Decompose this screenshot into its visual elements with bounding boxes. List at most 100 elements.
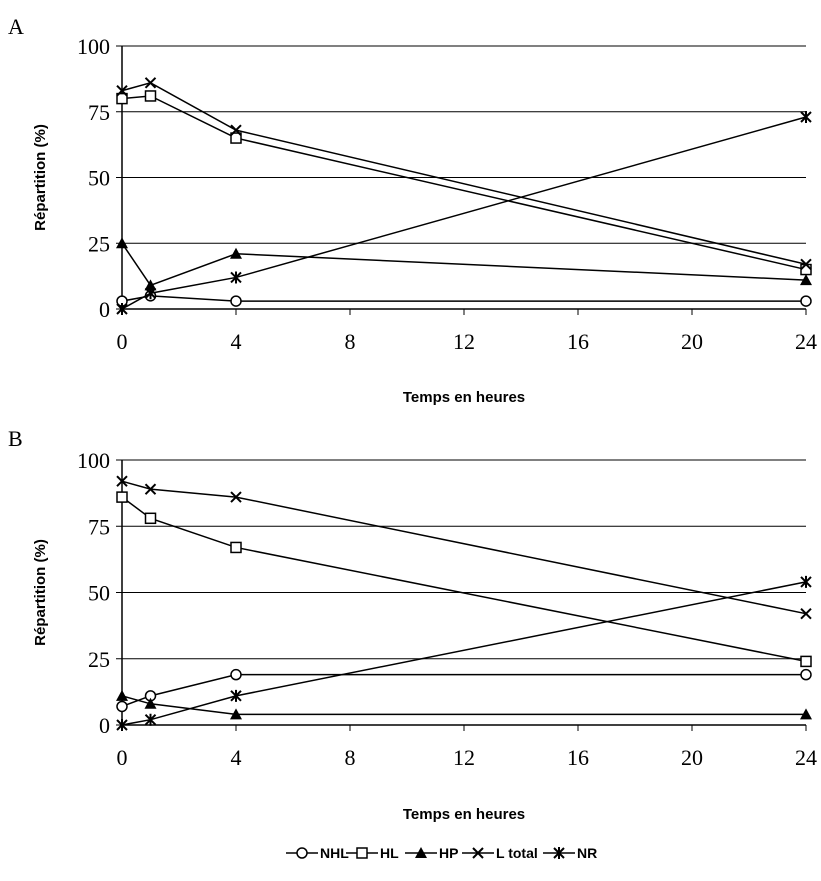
legend-marker-shape [296,847,308,859]
panel-a-x-tick-label: 24 [795,329,817,354]
panel-a-series-l-total-point-shape [800,258,812,270]
panel-a-series-hl-point [144,90,157,102]
legend-label: NR [577,845,597,861]
panel-a-series-nr-point-shape [116,303,128,315]
panel-a-series-hp-line [121,242,807,287]
panel-b-x-tick-label: 16 [567,745,589,770]
panel-a-y-tick-label: 50 [88,166,110,191]
panel-b-series-nhl-point [116,700,128,713]
panel-a-x-tick-label: 8 [345,329,356,354]
panel-a-series-l-total [116,77,812,270]
panel-b-y-tick-label: 50 [88,581,110,606]
legend-item-hp: HP [405,845,458,861]
panel-a-series-nhl-point-shape [800,295,812,307]
legend-marker [296,847,308,859]
panel-b-series-hp-line [121,695,806,716]
panel-b-x-axis-title: Temps en heures [403,806,525,823]
legend-marker [356,847,368,859]
panel-a-series-nr-point [144,287,157,300]
panel-a-series-nr-point-shape [144,287,157,300]
panel-b-series-l-total [116,475,812,620]
panel-a-series-nr-point [800,111,812,124]
panel-a-series-l-total-point [144,77,157,89]
panel-a-series-nr-point [230,271,242,284]
panel-b-series-l-total-point [230,491,242,503]
panel-b-series-hl-point-shape [800,655,812,668]
panel-a-x-axis-title: Temps en heures [403,389,525,406]
panel-a-series-l-total-point [800,258,812,270]
panel-a-x-tick-label: 20 [681,329,703,354]
panel-a-x-tick-label: 4 [231,329,242,354]
panel-a-series-nr-point-shape [230,271,242,284]
panel-b-series-hp-point-shape [800,708,812,720]
panel-b-x-tick-label: 12 [453,745,475,770]
panel-b-series-nr-line [121,581,807,726]
panel-a-series-nr-point [116,303,128,315]
panel-b-x-tick-label: 4 [231,745,242,770]
panel-b-series-hp-point-shape [116,689,128,701]
panel-b-series-nr-point-shape [116,719,128,731]
panel-a-series-hl-point-shape [230,132,242,144]
panel-b-series-hp-point [230,708,242,720]
panel-b-series-hl-point [230,541,242,554]
panel-b-x-tick-label: 8 [345,745,356,770]
panel-b-series-hp [116,689,812,720]
panel-b-y-axis-title: Répartition (%) [32,539,49,646]
panel-a-series-hp-point [116,237,128,249]
panel-b-series-nhl-point-shape [800,668,812,681]
panel-b-series-l-total-point-shape [800,607,812,620]
panel-a-series-hp-point [800,274,812,286]
panel-b-series-nr-point [230,689,242,702]
legend-marker [472,847,484,859]
panel-a-series-hl-point [116,92,128,105]
panel-a-series-nr-line [121,116,807,310]
panel-b-series-l-total-point [116,475,128,487]
panel-a-series-hp-point-shape [144,279,157,291]
panel-a-y-axis-title: Répartition (%) [32,124,49,231]
panel-b-series-nhl-point [230,668,242,681]
panel-b-series-hp-point [116,689,128,701]
panel-b-series-hp-point [800,708,812,720]
legend-item-nhl: NHL [286,845,349,861]
panel-b-series-hp-point-shape [230,708,242,720]
panel-b-series-hl-line [121,496,807,663]
legend-marker-shape [356,847,368,859]
panel-b-series-l-total-point-shape [116,475,128,487]
panel-b-series-nhl [116,668,812,713]
panel-b: B 0 25 50 75 100 0 4 8 12 16 20 24 Temps en heures Rép… [8,426,817,823]
panel-b-series-nhl-line [121,673,806,708]
panel-a-series-hl-point [800,263,812,276]
panel-a-x-tick-label: 16 [567,329,589,354]
panel-a-series-hl-point-shape [116,92,128,105]
panel-a-series-nhl-line [121,295,806,302]
panel-a-series-hl-point [230,132,242,144]
panel-b-series-nhl-point-shape [230,668,242,681]
panel-b-series-nhl-point [800,668,812,681]
panel-a-series-hp-point-shape [230,247,242,259]
panel-a-series-nhl [116,290,812,307]
panel-b-series-hl-point-shape [116,491,128,503]
panel-a-series-nr-point-shape [800,111,812,124]
panel-b-y-tick-label: 75 [88,514,110,539]
panel-a-y-tick-label: 100 [77,34,110,59]
panel-a-series-l-total-point [116,85,128,97]
panel-b-x-tick-label: 24 [795,745,817,770]
panel-a-series-l-total-point-shape [116,85,128,97]
panel-b-x-tick-label: 20 [681,745,703,770]
panel-b-series-nr-point [116,719,128,731]
panel-b-series-l-total-point [800,607,812,620]
panel-b-series-l-total-line [121,480,807,615]
panel-b-series-hl [116,491,812,668]
legend-item-hl: HL [346,845,399,861]
panel-b-series-hp-point [144,697,157,709]
legend-marker [415,847,427,858]
legend: NHL HL HP L total NR [286,845,597,861]
panel-a-y-tick-label: 25 [88,231,110,256]
panel-b-series-nr-point-shape [230,689,242,702]
panel-b-series-l-total-point-shape [230,491,242,503]
legend-item-nr: NR [543,845,597,861]
legend-label: L total [496,845,538,861]
panel-a-series-hp-point-shape [116,237,128,249]
panel-a-series-hl-point-shape [800,263,812,276]
panel-a-series-nr [116,111,812,315]
